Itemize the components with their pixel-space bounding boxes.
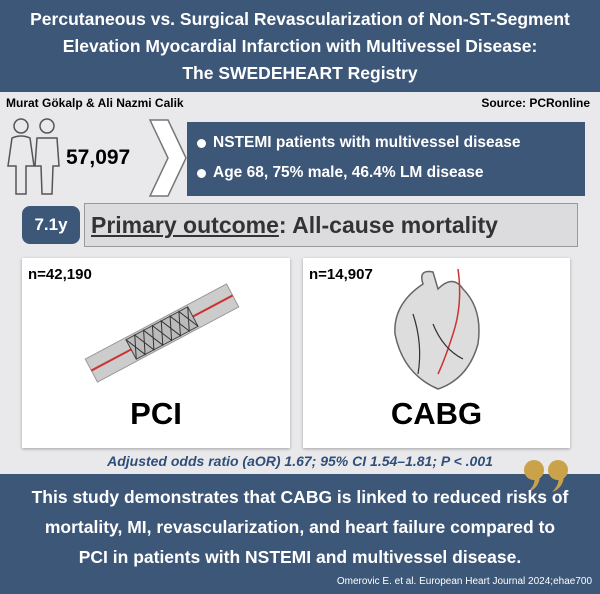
source: Source: PCRonline xyxy=(481,96,590,110)
outcome-label: Primary outcome xyxy=(91,212,279,238)
authors: Murat Gökalp & Ali Nazmi Calik xyxy=(6,96,184,110)
arm-n: n=42,190 xyxy=(28,266,92,283)
arm-label: CABG xyxy=(390,396,483,431)
conclusion: This study demonstrates that CABG is lin… xyxy=(0,482,600,572)
heart-icon xyxy=(394,268,480,390)
cabg-panel: n=14,907 CABG xyxy=(303,258,570,448)
people-icon xyxy=(7,118,60,195)
outcome-text: : All-cause mortality xyxy=(278,212,498,238)
conclusion-band xyxy=(0,474,600,594)
bullet-text: Age 68, 75% male, 46.4% LM disease xyxy=(213,164,484,181)
bullet-dot xyxy=(197,138,206,148)
conclusion-line: This study demonstrates that CABG is lin… xyxy=(31,487,569,507)
patient-count: 57,097 xyxy=(66,146,131,169)
title: Percutaneous vs. Surgical Revascularizat… xyxy=(0,6,600,87)
population-box: NSTEMI patients with multivessel disease… xyxy=(187,122,585,196)
title-line: Elevation Myocardial Infarction with Mul… xyxy=(62,36,538,56)
conclusion-line: PCI in patients with NSTEMI and multives… xyxy=(78,547,522,567)
quote-icon xyxy=(524,460,568,492)
bullet: Age 68, 75% male, 46.4% LM disease xyxy=(197,158,585,188)
bullet: NSTEMI patients with multivessel disease xyxy=(197,128,585,158)
title-line: Percutaneous vs. Surgical Revascularizat… xyxy=(30,9,570,29)
conclusion-line: mortality, MI, revascularization, and he… xyxy=(44,517,556,537)
result: Adjusted odds ratio (aOR) 1.67; 95% CI 1… xyxy=(107,453,493,469)
arm-n: n=14,907 xyxy=(309,266,373,283)
stent-icon xyxy=(84,283,240,383)
bullet-text: NSTEMI patients with multivessel disease xyxy=(213,134,521,151)
arm-label: PCI xyxy=(130,396,182,431)
arrow xyxy=(148,119,187,197)
title-line: The SWEDEHEART Registry xyxy=(182,63,418,83)
pci-panel: n=42,190 PCI xyxy=(22,258,290,448)
follow-up: 7.1y xyxy=(22,206,80,244)
outcome-box: Primary outcome: All-cause mortality xyxy=(84,203,578,247)
bullet-dot xyxy=(197,168,206,178)
citation: Omerovic E. et al. European Heart Journa… xyxy=(336,576,592,587)
header-band xyxy=(0,0,600,92)
